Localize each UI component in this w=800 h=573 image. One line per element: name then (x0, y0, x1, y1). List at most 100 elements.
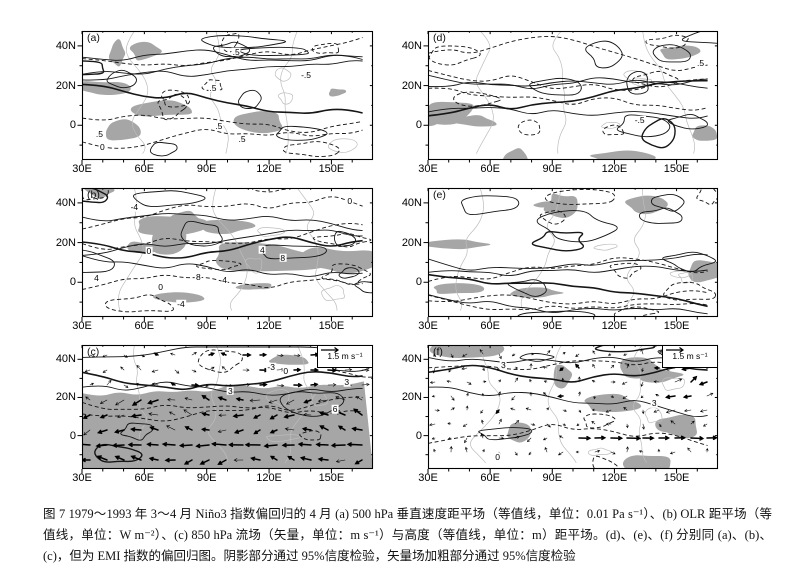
map-content (428, 31, 718, 160)
wind-vector (461, 367, 468, 370)
wind-vector (665, 367, 676, 371)
map-canvas (423, 344, 719, 474)
panel-b: (b) 30E 60E 90E 120E 150E 40N 20N 0 -4 0 0 4 8 4 8 4 0 -4 (56, 187, 374, 332)
wind-vector (447, 437, 452, 440)
wind-vector (546, 407, 549, 411)
map-canvas (77, 30, 374, 165)
wind-vector (269, 414, 278, 420)
x-axis-tick-label: 90E (196, 163, 217, 175)
wind-vector (465, 405, 469, 411)
x-axis-tick-label: 60E (480, 320, 500, 332)
wind-vector (594, 435, 607, 441)
x-axis-tick-label: 90E (196, 472, 217, 484)
wind-vector (170, 352, 176, 356)
panel-label-e: (e) (433, 189, 446, 201)
x-axis-tick-label: 60E (134, 320, 155, 332)
wind-vector (498, 418, 502, 425)
wind-vector (164, 457, 176, 463)
wind-vector (706, 435, 718, 441)
wind-vector (658, 423, 662, 428)
wind-vector (575, 450, 580, 454)
wind-vector (626, 436, 642, 441)
wind-vector (546, 350, 551, 355)
vector-reference-legend: 1.5 m s⁻¹ (317, 345, 373, 368)
wind-vector (610, 451, 616, 455)
wind-vector (514, 451, 518, 456)
wind-vector (293, 367, 302, 372)
y-axis-tick-label: 40N (401, 39, 422, 52)
wind-vector (84, 369, 91, 373)
wind-vector (166, 425, 176, 431)
wind-vector (184, 426, 193, 431)
wind-vector (184, 397, 193, 401)
wind-vector (281, 442, 295, 448)
wind-vector (361, 368, 370, 372)
wind-vector (327, 368, 338, 373)
wind-vector (591, 380, 596, 383)
map-content (428, 188, 718, 317)
wind-vector (233, 458, 244, 462)
wind-vector (130, 455, 142, 461)
wind-vector (684, 409, 692, 413)
wind-vector (217, 429, 227, 433)
contour-lines (82, 188, 373, 313)
axis-ticks (77, 31, 373, 165)
contour-lines (428, 188, 718, 317)
wind-vector (657, 448, 661, 453)
wind-vector (498, 436, 505, 440)
wind-vector (681, 366, 692, 372)
wind-vector (353, 408, 363, 416)
wind-vector (242, 352, 252, 358)
significance-shading (82, 354, 373, 469)
contour-label: 3 (650, 398, 658, 409)
y-axis-tick-label: 40N (401, 353, 422, 366)
wind-vector (85, 396, 91, 401)
wind-vector (481, 419, 484, 425)
wind-vector (319, 425, 329, 431)
wind-vector (543, 380, 548, 383)
x-axis-tick-label: 90E (196, 320, 217, 332)
contour-label: 0 (145, 245, 153, 256)
wind-vector (574, 363, 580, 369)
map-content (82, 345, 373, 469)
contour-label: 6 (331, 404, 339, 415)
contour-label: .5 (237, 134, 247, 145)
wind-vector (131, 399, 142, 406)
axis-ticks (423, 31, 718, 165)
contour-label: -3 (266, 362, 276, 373)
contour-label: 8 (279, 252, 287, 263)
wind-vector (106, 379, 112, 386)
wind-vector (498, 379, 501, 383)
wind-vector (514, 366, 519, 370)
vector-reference-label: 1.5 m s⁻¹ (672, 351, 708, 362)
y-axis-tick-label: 20N (401, 236, 422, 249)
x-axis-tick-label: 120E (601, 472, 628, 484)
wind-vector (153, 352, 159, 356)
wind-vector (361, 382, 370, 387)
vector-field (429, 346, 718, 457)
wind-vector (303, 399, 312, 404)
wind-vector (674, 378, 683, 383)
wind-vector (466, 381, 472, 385)
wind-vector (89, 354, 96, 358)
wind-vector (429, 380, 436, 384)
y-axis-tick-label: 20N (55, 391, 76, 404)
panel-c: (c) 30E 60E 90E 120E 150E 40N 20N 0 -3 0 3 3 6 1.5 m … (56, 344, 374, 484)
wind-vector (431, 394, 436, 398)
wind-vector (433, 353, 436, 358)
wind-vector (482, 367, 485, 372)
y-axis-tick-label: 0 (415, 429, 422, 442)
wind-vector (299, 456, 312, 461)
wind-vector (178, 443, 193, 448)
wind-vector (205, 384, 210, 387)
wind-vector (136, 364, 142, 371)
wind-vector (310, 382, 319, 387)
wind-vector (276, 383, 285, 388)
wind-vector (149, 426, 159, 431)
x-axis-tick-label: 150E (318, 320, 345, 332)
wind-vector (82, 414, 91, 419)
reference-arrow-icon (321, 347, 340, 353)
wind-vector (327, 383, 337, 387)
wind-vector (641, 409, 645, 415)
wind-vector (225, 384, 233, 388)
